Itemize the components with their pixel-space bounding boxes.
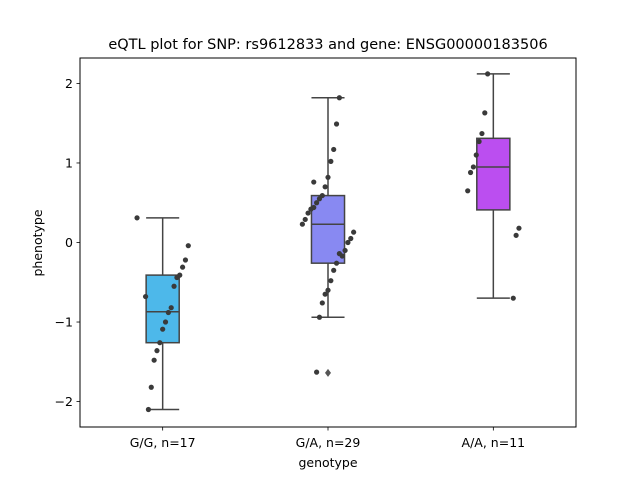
group-3-data-point [482, 110, 488, 116]
group-2-data-point [316, 314, 323, 320]
group-3-data-point [510, 295, 516, 301]
group-2-data-point [325, 287, 331, 293]
group-1-data-point [185, 243, 191, 249]
chart-title: eQTL plot for SNP: rs9612833 and gene: E… [108, 37, 547, 53]
group-3-data-point [479, 130, 485, 137]
group-2-data-point [342, 247, 348, 254]
group-2-data-point [302, 216, 308, 223]
group-1-data-point [160, 326, 166, 332]
group-1-data-point [157, 340, 163, 346]
group-1-data-point [148, 384, 154, 390]
group-1-data-point [182, 257, 189, 263]
group-1-data-point [179, 264, 186, 270]
group-2-data-point [351, 229, 357, 235]
group-3-data-point [485, 71, 491, 77]
group-2-data-point [331, 146, 337, 153]
group-2-data-point [331, 267, 337, 273]
group-3-data-point [516, 225, 522, 231]
plot-frame [79, 57, 577, 428]
group-3-data-point [465, 188, 471, 194]
group-1-boxplot [134, 215, 191, 413]
group-2-data-point [308, 206, 314, 212]
group-2-data-point [325, 174, 331, 180]
group-1-data-point [134, 215, 140, 221]
group-3-data-point [470, 164, 477, 170]
y-axis: −2 −1 0 1 2 [55, 76, 80, 409]
group-1-data-point [165, 309, 171, 316]
group-1-data-point [171, 283, 177, 289]
group-2-data-point [336, 251, 342, 257]
x-axis-label: genotype [298, 455, 357, 470]
group-3-data-point [513, 232, 519, 238]
group-2-data-point [314, 369, 320, 375]
x-tick-label: G/G, n=17 [130, 435, 196, 450]
group-1-data-point [154, 348, 160, 354]
group-1-data-point [151, 357, 157, 363]
group-2-data-point [336, 95, 342, 101]
group-2-data-point [305, 210, 311, 216]
x-axis: G/G, n=17 G/A, n=29 A/A, n=11 [130, 427, 525, 450]
group-2-data-point [311, 179, 317, 185]
group-2-data-point [299, 221, 305, 227]
group-2-data-point [316, 196, 323, 202]
group-1-data-point [142, 293, 149, 300]
group-3-data-point [473, 152, 479, 158]
group-2-boxplot [299, 95, 357, 377]
group-1-data-point [145, 406, 152, 413]
group-2-data-point [319, 300, 325, 306]
group-2-data-point [322, 291, 328, 297]
group-3-box [476, 137, 511, 211]
group-2-data-point [345, 239, 351, 246]
y-tick-label: 2 [65, 76, 73, 91]
y-tick-label: −2 [55, 394, 73, 409]
group-2-data-point [333, 121, 340, 127]
y-tick-label: 0 [65, 235, 73, 250]
group-1-data-point [162, 319, 169, 325]
x-tick-label: A/A, n=11 [462, 435, 526, 450]
plot-area [134, 71, 522, 413]
group-1-data-point [168, 305, 174, 311]
y-tick-label: 1 [65, 155, 73, 170]
group-2-data-point [333, 260, 340, 266]
y-axis-label: phenotype [30, 209, 45, 276]
group-2-data-point [328, 158, 334, 164]
group-2-data-point [348, 235, 354, 242]
group-3-boxplot [465, 71, 522, 301]
group-2-data-point [314, 200, 320, 206]
x-tick-label: G/A, n=29 [296, 435, 361, 450]
group-3-data-point [467, 169, 474, 176]
group-1-data-point [174, 274, 180, 281]
group-3-data-point [476, 138, 482, 145]
group-2-data-point [328, 278, 334, 284]
y-tick-label: −1 [55, 315, 73, 330]
group-2-data-point [322, 184, 328, 190]
group-2-outlier [325, 368, 331, 377]
